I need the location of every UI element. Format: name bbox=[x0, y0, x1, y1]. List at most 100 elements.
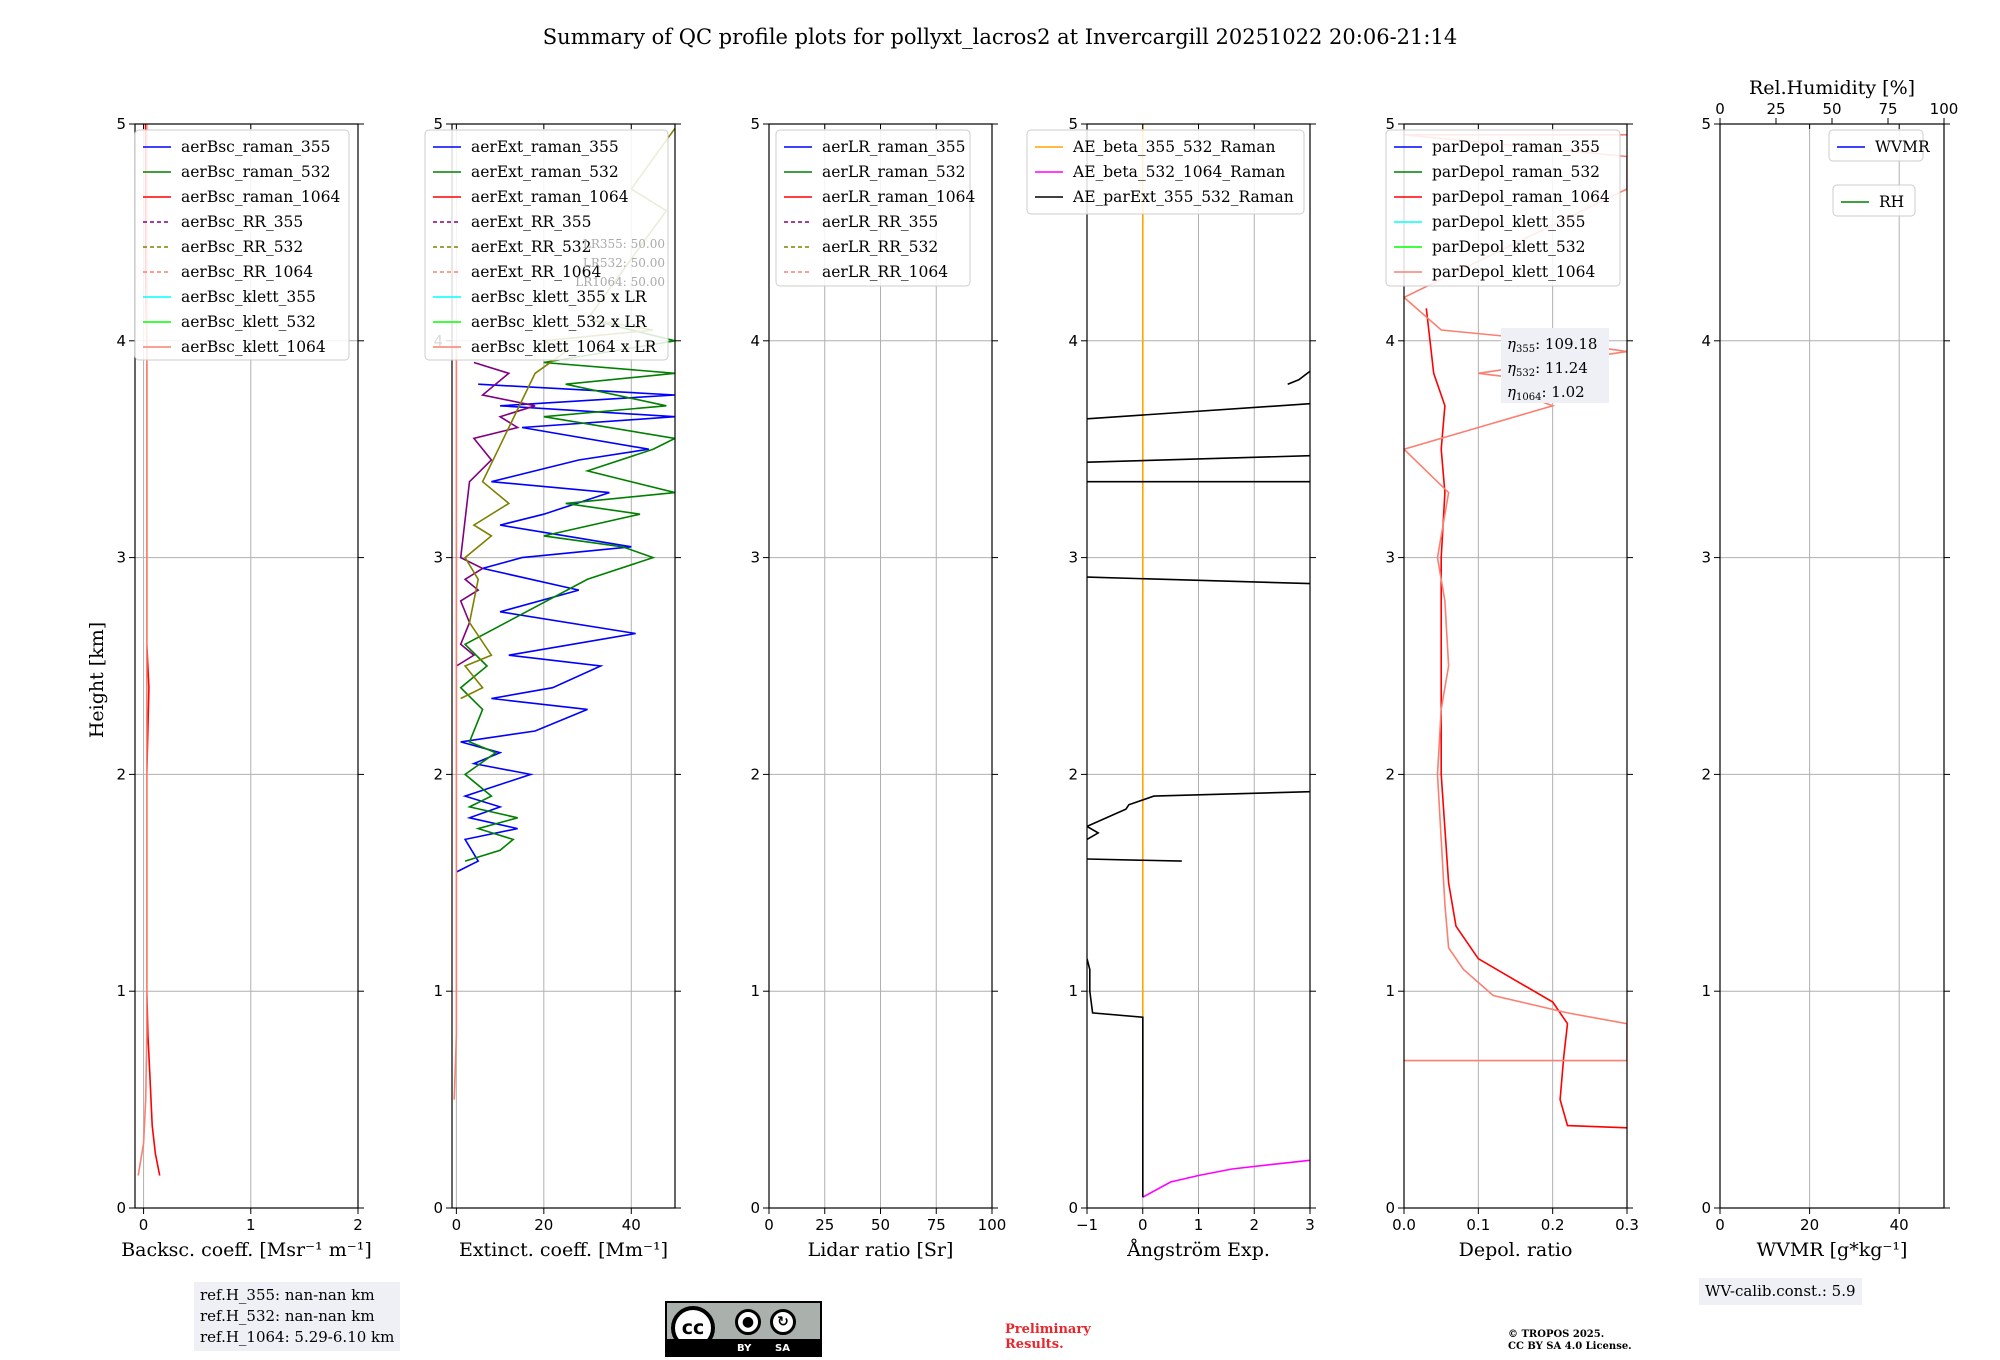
y-tick-label: 1 bbox=[433, 982, 443, 1000]
x-tick-label: 2 bbox=[353, 1216, 363, 1234]
legend-label: aerExt_raman_1064 bbox=[471, 188, 629, 206]
lr-note: LR355: 50.00 bbox=[583, 237, 665, 251]
legend-wvmr: WVMR bbox=[1828, 129, 1931, 162]
eta-text: : 109.18 bbox=[1535, 335, 1597, 353]
x-tick-label: 3 bbox=[1305, 1216, 1315, 1234]
series-aerExt_raman_532 bbox=[459, 318, 675, 862]
series-AE_beta_532_1064_Raman bbox=[1142, 1159, 1310, 1198]
eta-subscript: 1064 bbox=[1516, 392, 1541, 403]
x-tick-label: 0.1 bbox=[1466, 1216, 1490, 1234]
share-alike-icon: ↻ bbox=[770, 1309, 796, 1335]
legend-label: parDepol_raman_355 bbox=[1432, 138, 1600, 156]
legend-label: parDepol_raman_1064 bbox=[1432, 188, 1610, 206]
y-tick-label: 0 bbox=[1385, 1199, 1395, 1217]
y-tick-label: 5 bbox=[750, 115, 760, 133]
legend-label: aerExt_RR_532 bbox=[471, 238, 592, 256]
x-tick-label: 0.3 bbox=[1615, 1216, 1639, 1234]
top-x-tick-label: 25 bbox=[1766, 100, 1785, 118]
y-tick-label: 2 bbox=[433, 765, 443, 783]
legend-label: aerLR_raman_1064 bbox=[822, 188, 975, 206]
legend-label: aerExt_RR_1064 bbox=[471, 263, 602, 281]
x-tick-label: 0 bbox=[1138, 1216, 1148, 1234]
legend-frame bbox=[134, 129, 350, 361]
x-axis-label: Extinct. coeff. [Mm⁻¹] bbox=[459, 1239, 668, 1261]
eta-text: : 11.24 bbox=[1535, 359, 1588, 377]
legend-label: aerBsc_RR_532 bbox=[181, 238, 303, 256]
legend-label: parDepol_klett_355 bbox=[1432, 213, 1585, 231]
legend-label: aerLR_raman_532 bbox=[822, 163, 965, 181]
legend-angstrom: AE_beta_355_532_Raman AE_beta_532_1064_Ra… bbox=[1026, 129, 1305, 215]
figure-title: Summary of QC profile plots for pollyxt_… bbox=[543, 25, 1457, 49]
y-tick-label: 1 bbox=[116, 982, 126, 1000]
top-x-tick-label: 100 bbox=[1930, 100, 1959, 118]
series-group bbox=[137, 124, 161, 1176]
legend-label: AE_parExt_355_532_Raman bbox=[1072, 188, 1294, 206]
y-tick-label: 0 bbox=[116, 1199, 126, 1217]
legend-frame bbox=[424, 129, 669, 361]
series-AE_parExt_355_532_Raman bbox=[1087, 958, 1144, 1198]
legend-label: aerBsc_klett_532 bbox=[181, 313, 316, 331]
legend-frame bbox=[1828, 129, 1924, 162]
top-x-axis-label: Rel.Humidity [%] bbox=[1749, 77, 1915, 99]
legend-label: AE_beta_355_532_Raman bbox=[1072, 138, 1275, 156]
y-tick-label: 5 bbox=[116, 115, 126, 133]
y-tick-label: 0 bbox=[750, 1199, 760, 1217]
legend-label: WVMR bbox=[1875, 138, 1931, 156]
y-tick-label: 5 bbox=[1068, 115, 1078, 133]
y-tick-label: 1 bbox=[1068, 982, 1078, 1000]
panel-wvmr: 0 20 40 0 1 2 3 4 5 WVMR [g*kg⁻¹] 0 25 50 75 100 Rel.Hu… bbox=[1701, 77, 1958, 1261]
preliminary-results-note: Preliminary Results. bbox=[1005, 1322, 1125, 1352]
legend-label: RH bbox=[1879, 193, 1904, 211]
x-tick-label: 40 bbox=[1890, 1216, 1909, 1234]
x-tick-label: 100 bbox=[978, 1216, 1007, 1234]
y-tick-label: 2 bbox=[750, 765, 760, 783]
wv-calibration-constant: WV-calib.const.: 5.9 bbox=[1705, 1282, 1856, 1300]
series-parDepol_klett_1064 bbox=[1404, 134, 1627, 1062]
y-tick-label: 1 bbox=[1385, 982, 1395, 1000]
copyright-line-2: CC BY SA 4.0 License. bbox=[1508, 1341, 1632, 1352]
eta-value: η355: 109.18 bbox=[1507, 335, 1597, 355]
x-tick-label: 0 bbox=[452, 1216, 462, 1234]
legend-label: aerLR_raman_355 bbox=[822, 138, 965, 156]
x-axis-label: Ångström Exp. bbox=[1126, 1239, 1270, 1261]
y-tick-label: 2 bbox=[1701, 765, 1711, 783]
series-aerExt_RR_355 bbox=[455, 361, 536, 667]
series-AE_parExt_355_532_Raman bbox=[1087, 402, 1310, 420]
eta-value: η532: 11.24 bbox=[1507, 359, 1588, 379]
series-aerBsc_klett_1064 x LR bbox=[453, 340, 458, 1100]
y-tick-label: 0 bbox=[1701, 1199, 1711, 1217]
legend-label: aerBsc_klett_355 x LR bbox=[471, 288, 648, 306]
x-axis-label: Lidar ratio [Sr] bbox=[808, 1239, 954, 1261]
person-icon: ● bbox=[735, 1309, 761, 1335]
y-tick-label: 4 bbox=[1701, 332, 1711, 350]
legend-lidarratio: aerLR_raman_355 aerLR_raman_532 aerLR_rama… bbox=[775, 129, 975, 287]
legend-label: aerExt_raman_355 bbox=[471, 138, 619, 156]
legend-label: aerBsc_klett_532 x LR bbox=[471, 313, 648, 331]
legend-frame bbox=[1832, 184, 1916, 217]
legend-label: aerLR_RR_1064 bbox=[822, 263, 948, 281]
eta-value: η1064: 1.02 bbox=[1507, 383, 1585, 403]
panel-lidarratio: 0 25 50 75 100 0 1 2 3 4 5 Lidar ratio [Sr] aerLR_ra… bbox=[750, 115, 1006, 1261]
legend-label: aerBsc_klett_355 bbox=[181, 288, 316, 306]
cc-license-badge: cc ● ↻ BY SA bbox=[665, 1301, 822, 1357]
y-tick-label: 3 bbox=[433, 549, 443, 567]
axes-frame bbox=[1719, 123, 1945, 1209]
ref-height-532: ref.H_532: nan-nan km bbox=[200, 1307, 375, 1325]
x-tick-label: 40 bbox=[622, 1216, 641, 1234]
axes-frame bbox=[134, 123, 359, 1209]
lr-note: LR532: 50.00 bbox=[583, 256, 665, 270]
x-tick-label: 2 bbox=[1249, 1216, 1259, 1234]
preliminary-line-2: Results. bbox=[1005, 1337, 1064, 1352]
series-parDepol_raman_1064 bbox=[1425, 308, 1627, 1129]
copyright-line-1: © TROPOS 2025. bbox=[1508, 1329, 1605, 1340]
series-AE_parExt_355_532_Raman bbox=[1087, 858, 1182, 862]
y-tick-label: 2 bbox=[116, 765, 126, 783]
legend-label: aerBsc_RR_1064 bbox=[181, 263, 313, 281]
legend-label: AE_beta_532_1064_Raman bbox=[1072, 163, 1285, 181]
legend-label: aerBsc_RR_355 bbox=[181, 213, 303, 231]
lr-note: LR1064: 50.00 bbox=[575, 275, 665, 289]
x-axis-label: Depol. ratio bbox=[1459, 1239, 1573, 1261]
